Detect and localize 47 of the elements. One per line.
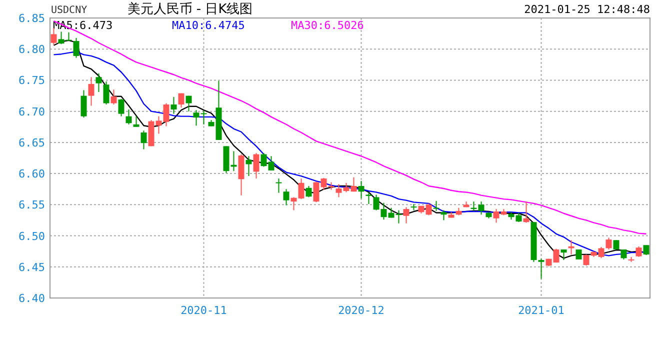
candlestick bbox=[606, 237, 612, 250]
candlestick bbox=[366, 192, 372, 205]
candlestick bbox=[238, 154, 244, 196]
candlestick bbox=[73, 37, 80, 58]
y-tick-label: 6.50 bbox=[18, 230, 45, 243]
candlestick bbox=[170, 96, 177, 114]
y-tick-label: 6.75 bbox=[18, 74, 45, 88]
candlestick bbox=[88, 76, 94, 106]
candlestick bbox=[103, 80, 110, 105]
candlestick bbox=[80, 90, 87, 118]
y-tick-label: 6.80 bbox=[18, 43, 45, 56]
x-tick-label: 2020-12 bbox=[338, 304, 384, 317]
candlestick bbox=[523, 201, 530, 224]
candlestick bbox=[96, 72, 102, 93]
x-tick-label: 2021-01 bbox=[518, 304, 564, 317]
candlestick bbox=[276, 178, 282, 194]
candlestick bbox=[246, 156, 252, 177]
candlestick bbox=[126, 108, 132, 125]
candlestick bbox=[636, 246, 642, 258]
candlestick bbox=[178, 92, 184, 108]
candlestick bbox=[538, 258, 544, 280]
y-tick-label: 6.70 bbox=[18, 105, 45, 118]
candlestick bbox=[140, 130, 147, 150]
y-tick-label: 6.55 bbox=[18, 198, 45, 212]
candlestick bbox=[643, 244, 650, 256]
y-tick-label: 6.65 bbox=[18, 136, 45, 150]
candlestick bbox=[253, 152, 260, 180]
x-tick-label: 2020-11 bbox=[180, 304, 227, 317]
candlestick bbox=[613, 240, 620, 250]
y-tick-label: 6.60 bbox=[18, 168, 45, 181]
y-tick-label: 6.45 bbox=[18, 260, 45, 274]
line-series bbox=[53, 20, 647, 235]
candlestick bbox=[118, 98, 124, 117]
candlestick bbox=[440, 210, 447, 221]
candlestick bbox=[110, 89, 117, 105]
candlestick bbox=[403, 206, 410, 224]
candlestick bbox=[283, 188, 290, 206]
candlestick bbox=[306, 186, 312, 198]
candlestick bbox=[133, 116, 140, 128]
candlestick bbox=[358, 180, 364, 199]
y-tick-label: 6.40 bbox=[18, 292, 45, 305]
y-tick-label: 6.85 bbox=[18, 12, 45, 25]
chart-title: 美元人民币 - 日K线图 bbox=[127, 1, 253, 17]
candlestick bbox=[433, 200, 440, 212]
text: USDCNY bbox=[51, 5, 88, 16]
candlestick bbox=[186, 95, 192, 112]
text: 2021-01-25 12:48:48 bbox=[524, 3, 650, 16]
